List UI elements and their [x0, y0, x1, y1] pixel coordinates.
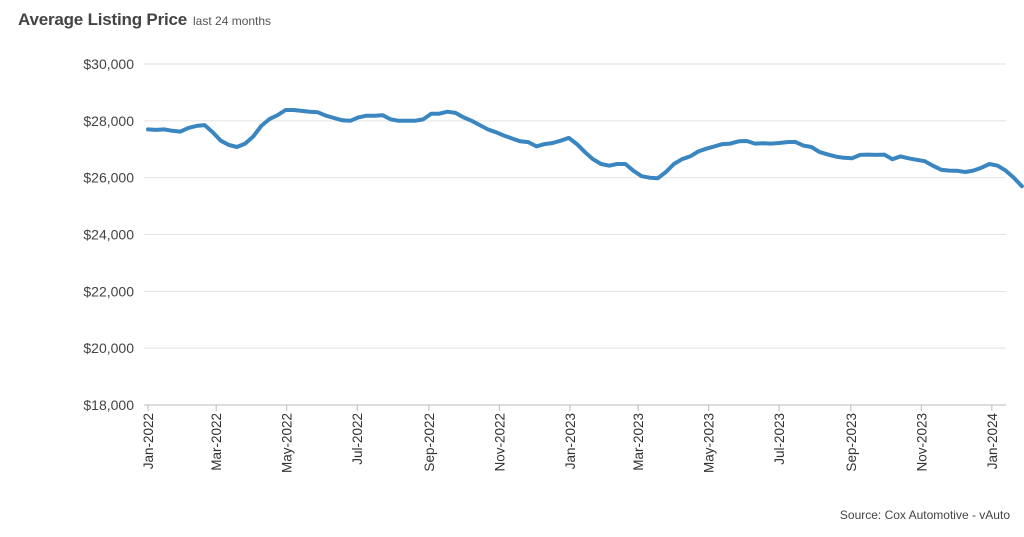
x-axis-ticks: Jan-2022 Mar-2022 May-2022 Jul-2022 Sep-2022… — [141, 405, 1000, 473]
x-tick-label: Sep-2023 — [844, 413, 859, 472]
x-tick-label: Jul-2022 — [350, 413, 365, 465]
x-tick-label: Nov-2023 — [914, 413, 929, 472]
gridlines — [144, 63, 1006, 406]
y-tick-label: $22,000 — [83, 283, 134, 299]
y-tick-label: $20,000 — [83, 340, 134, 356]
y-axis-ticks: $18,000 $20,000 $22,000 $24,000 $26,000 $28,0… — [83, 56, 134, 413]
chart-subtitle: last 24 months — [193, 14, 272, 28]
x-tick-label: Sep-2022 — [422, 413, 437, 472]
x-tick-label: Jul-2023 — [772, 413, 787, 465]
y-tick-label: $24,000 — [83, 227, 134, 243]
x-tick-label: Mar-2022 — [209, 413, 224, 471]
x-tick-label: Nov-2022 — [492, 413, 507, 472]
series-layer — [146, 108, 1024, 189]
x-tick-label: May-2022 — [280, 413, 295, 473]
y-tick-label: $18,000 — [83, 397, 134, 413]
chart-header: Average Listing Price last 24 months — [18, 10, 271, 30]
y-tick-label: $26,000 — [83, 170, 134, 186]
x-tick-label: May-2023 — [702, 413, 717, 473]
x-tick-label: Jan-2022 — [141, 413, 156, 469]
x-tick-label: Jan-2023 — [563, 413, 578, 469]
chart-title: Average Listing Price — [18, 10, 188, 29]
y-tick-label: $28,000 — [83, 113, 134, 129]
y-tick-label: $30,000 — [83, 56, 134, 72]
x-tick-label: Mar-2023 — [631, 413, 646, 471]
x-tick-label: Jan-2024 — [985, 413, 1000, 470]
series-line — [146, 108, 1024, 189]
source-note: Source: Cox Automotive - vAuto — [839, 508, 1010, 522]
